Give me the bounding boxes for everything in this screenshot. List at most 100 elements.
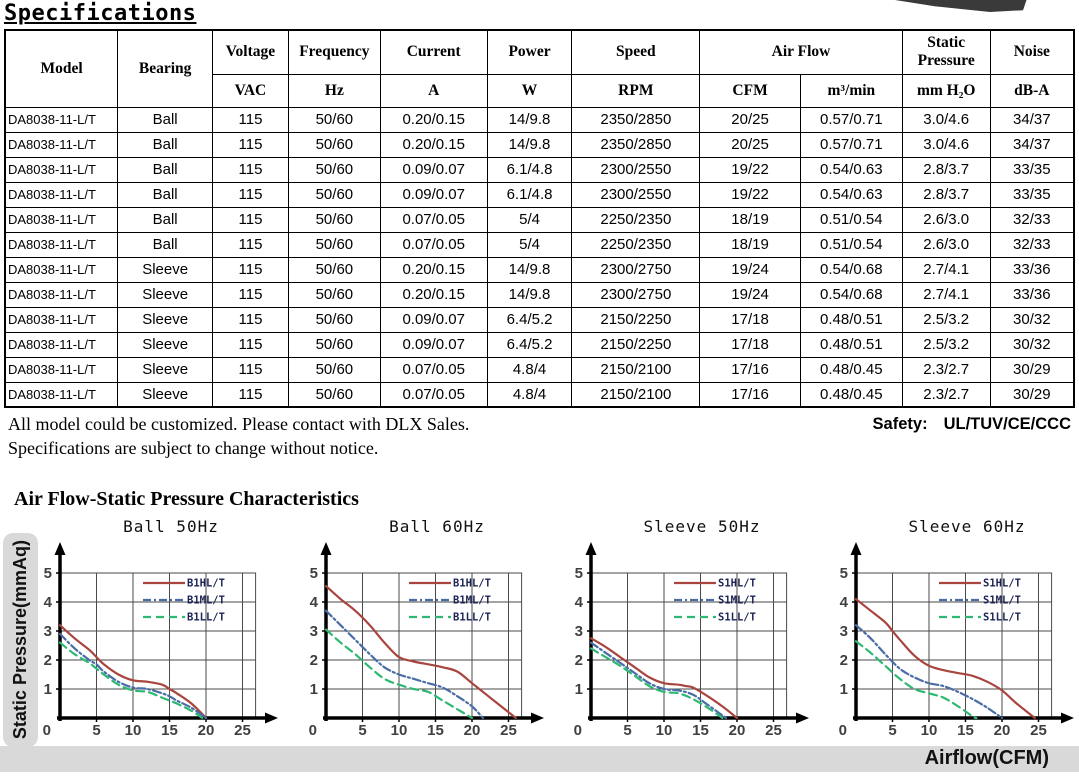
cell-m3min: 0.48/0.45 — [799, 381, 903, 408]
cell-frequency: 50/60 — [287, 131, 381, 158]
chart-sleeve-50hz: Sleeve 50Hz 0 1 2 3 4 5 5 10 15 20 25 S1HL/T S1ML/T S… — [561, 517, 813, 745]
cell-current: 0.09/0.07 — [379, 156, 488, 183]
cell-bearing: Sleeve — [117, 281, 214, 308]
col-header-current: Current — [379, 29, 488, 75]
cell-noise: 33/36 — [989, 281, 1075, 308]
table-footnotes: All model could be customized. Please co… — [8, 413, 1075, 461]
cell-bearing: Ball — [117, 106, 214, 133]
cell-frequency: 50/60 — [287, 206, 381, 233]
svg-text:5: 5 — [92, 722, 100, 739]
cell-current: 0.20/0.15 — [379, 106, 488, 133]
cell-speed: 2300/2750 — [571, 281, 701, 308]
unit-airflow-m3: m³/min — [799, 73, 903, 108]
col-header-voltage: Voltage — [212, 29, 289, 75]
chart-canvas: 0 1 2 3 4 5 5 10 15 20 25 S1HL/T S1ML/T S1LL/T — [839, 541, 1074, 739]
cell-voltage: 115 — [212, 281, 289, 308]
cell-cfm: 18/19 — [699, 231, 801, 258]
cell-speed: 2150/2100 — [571, 381, 701, 408]
cell-power: 5/4 — [486, 206, 573, 233]
cell-current: 0.07/0.05 — [379, 206, 488, 233]
svg-text:4: 4 — [840, 594, 849, 611]
cell-voltage: 115 — [212, 331, 289, 358]
cell-static-pressure: 3.0/4.6 — [901, 131, 991, 158]
cell-bearing: Ball — [117, 156, 214, 183]
svg-text:5: 5 — [840, 565, 848, 582]
cell-frequency: 50/60 — [287, 181, 381, 208]
safety-value: UL/TUV/CE/CCC — [943, 415, 1071, 433]
table-row: DA8038-11-L/T Sleeve 115 50/60 0.20/0.15 14/9… — [4, 256, 1075, 283]
cell-noise: 34/37 — [989, 131, 1075, 158]
cell-frequency: 50/60 — [287, 231, 381, 258]
cell-power: 6.4/5.2 — [486, 306, 573, 333]
svg-text:5: 5 — [44, 565, 52, 582]
chart-title: Sleeve 50Hz — [643, 516, 761, 536]
cell-voltage: 115 — [212, 381, 289, 408]
svg-text:20: 20 — [198, 722, 215, 739]
cell-noise: 33/35 — [989, 181, 1075, 208]
cell-voltage: 115 — [212, 356, 289, 383]
cell-m3min: 0.57/0.71 — [799, 131, 903, 158]
cell-cfm: 18/19 — [699, 206, 801, 233]
cell-m3min: 0.51/0.54 — [799, 231, 903, 258]
cell-frequency: 50/60 — [287, 356, 381, 383]
cell-static-pressure: 2.3/2.7 — [901, 356, 991, 383]
cell-frequency: 50/60 — [287, 156, 381, 183]
cell-current: 0.20/0.15 — [379, 131, 488, 158]
cell-speed: 2150/2250 — [571, 331, 701, 358]
cell-static-pressure: 2.6/3.0 — [901, 231, 991, 258]
cell-m3min: 0.54/0.68 — [799, 281, 903, 308]
cell-frequency: 50/60 — [287, 331, 381, 358]
cell-model: DA8038-11-L/T — [4, 156, 119, 183]
cell-cfm: 17/16 — [699, 381, 801, 408]
svg-text:B1ML/T: B1ML/T — [453, 594, 491, 606]
unit-frequency: Hz — [287, 73, 381, 108]
safety-label: Safety: — [872, 415, 928, 433]
table-row: DA8038-11-L/T Sleeve 115 50/60 0.09/0.07 6.4/… — [4, 306, 1075, 333]
svg-text:S1HL/T: S1HL/T — [983, 577, 1021, 589]
cell-current: 0.07/0.05 — [379, 231, 488, 258]
svg-text:4: 4 — [44, 594, 53, 611]
cell-static-pressure: 2.6/3.0 — [901, 206, 991, 233]
cell-voltage: 115 — [212, 156, 289, 183]
cell-noise: 34/37 — [989, 106, 1075, 133]
cell-current: 0.07/0.05 — [379, 381, 488, 408]
svg-text:3: 3 — [310, 623, 318, 640]
cell-noise: 32/33 — [989, 231, 1075, 258]
cell-model: DA8038-11-L/T — [4, 281, 119, 308]
unit-static-pressure: mm H₂O — [901, 73, 991, 108]
cell-model: DA8038-11-L/T — [4, 381, 119, 408]
cell-noise: 30/29 — [989, 356, 1075, 383]
svg-text:B1HL/T: B1HL/T — [187, 577, 225, 589]
section-heading: Air Flow-Static Pressure Characteristics — [14, 487, 359, 510]
cell-power: 6.1/4.8 — [486, 181, 573, 208]
specifications-table: Model Bearing Voltage Frequency Current … — [4, 29, 1075, 408]
col-header-power: Power — [486, 29, 573, 75]
page-title: Specifications — [4, 1, 197, 26]
svg-text:20: 20 — [994, 722, 1011, 739]
cell-voltage: 115 — [212, 231, 289, 258]
cell-cfm: 19/24 — [699, 281, 801, 308]
cell-bearing: Sleeve — [117, 381, 214, 408]
cell-cfm: 20/25 — [699, 131, 801, 158]
cell-speed: 2350/2850 — [571, 131, 701, 158]
cell-model: DA8038-11-L/T — [4, 356, 119, 383]
cell-frequency: 50/60 — [287, 306, 381, 333]
cell-noise: 30/32 — [989, 306, 1075, 333]
cell-m3min: 0.48/0.45 — [799, 356, 903, 383]
note-line-1: All model could be customized. Please co… — [8, 414, 470, 434]
table-row: DA8038-11-L/T Ball 115 50/60 0.07/0.05 5/4 225… — [4, 206, 1075, 233]
cell-power: 4.8/4 — [486, 381, 573, 408]
note-line-2: Specifications are subject to change wit… — [8, 437, 379, 458]
cell-static-pressure: 2.8/3.7 — [901, 181, 991, 208]
cell-m3min: 0.54/0.68 — [799, 256, 903, 283]
cell-frequency: 50/60 — [287, 281, 381, 308]
cell-speed: 2300/2750 — [571, 256, 701, 283]
svg-text:3: 3 — [840, 623, 848, 640]
cell-noise: 32/33 — [989, 206, 1075, 233]
svg-text:15: 15 — [957, 722, 974, 739]
cell-cfm: 19/22 — [699, 156, 801, 183]
cell-cfm: 17/18 — [699, 306, 801, 333]
unit-current: A — [379, 73, 488, 108]
col-header-frequency: Frequency — [287, 29, 381, 75]
